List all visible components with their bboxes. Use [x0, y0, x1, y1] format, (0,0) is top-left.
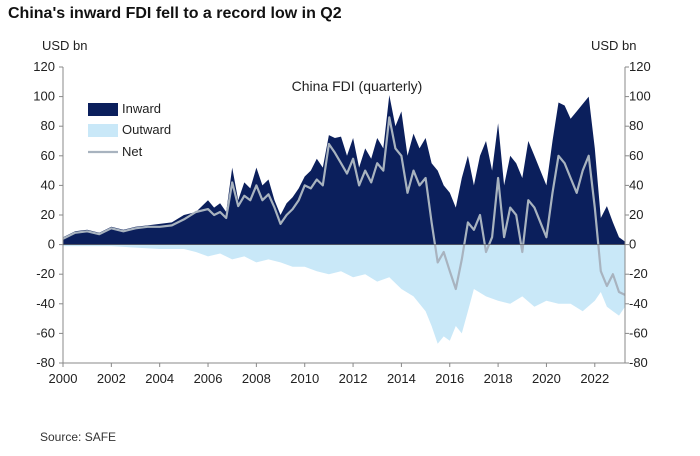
x-tick-label: 2012 — [339, 371, 368, 386]
x-tick-label: 2022 — [580, 371, 609, 386]
y-tick-label-right: 0 — [629, 237, 636, 252]
y-tick-label-left: 100 — [33, 89, 55, 104]
x-tick-label: 2000 — [49, 371, 78, 386]
headline: China's inward FDI fell to a record low … — [8, 5, 342, 22]
x-tick-label: 2014 — [387, 371, 416, 386]
x-tick-label: 2010 — [290, 371, 319, 386]
y-tick-label-left: 80 — [41, 118, 55, 133]
plot-area — [62, 95, 626, 344]
x-tick-label: 2020 — [532, 371, 561, 386]
y-tick-label-right: 20 — [629, 207, 643, 222]
right-axis-unit: USD bn — [591, 38, 637, 53]
legend: Inward Outward Net — [88, 101, 171, 159]
y-tick-label-left: -80 — [36, 355, 55, 370]
source-note: Source: SAFE — [40, 430, 117, 444]
y-tick-label-left: 40 — [41, 177, 55, 192]
y-tick-label-right: 40 — [629, 177, 643, 192]
y-tick-label-right: -80 — [629, 355, 648, 370]
legend-outward-swatch — [88, 124, 118, 137]
y-tick-label-left: 0 — [48, 237, 55, 252]
y-tick-label-right: -60 — [629, 325, 648, 340]
y-tick-label-right: 60 — [629, 148, 643, 163]
y-tick-label-left: -20 — [36, 266, 55, 281]
x-tick-label: 2016 — [435, 371, 464, 386]
left-axis-unit: USD bn — [42, 38, 88, 53]
x-tick-label: 2004 — [145, 371, 174, 386]
legend-inward-swatch — [88, 103, 118, 116]
y-tick-label-right: 120 — [629, 59, 651, 74]
chart-title: China FDI (quarterly) — [292, 78, 423, 94]
y-tick-label-right: 80 — [629, 118, 643, 133]
y-tick-label-left: 120 — [33, 59, 55, 74]
y-tick-label-right: -40 — [629, 296, 648, 311]
y-tick-label-left: -40 — [36, 296, 55, 311]
x-tick-label: 2008 — [242, 371, 271, 386]
y-tick-label-left: 20 — [41, 207, 55, 222]
y-tick-label-right: -20 — [629, 266, 648, 281]
legend-net-label: Net — [122, 144, 143, 159]
y-tick-label-right: 100 — [629, 89, 651, 104]
x-tick-label: 2002 — [97, 371, 126, 386]
y-tick-label-left: 60 — [41, 148, 55, 163]
legend-outward-label: Outward — [122, 122, 171, 137]
series-outward-area — [63, 244, 625, 344]
y-tick-label-left: -60 — [36, 325, 55, 340]
x-tick-label: 2018 — [484, 371, 513, 386]
series-net-line — [62, 116, 626, 296]
legend-inward-label: Inward — [122, 101, 161, 116]
x-tick-label: 2006 — [194, 371, 223, 386]
